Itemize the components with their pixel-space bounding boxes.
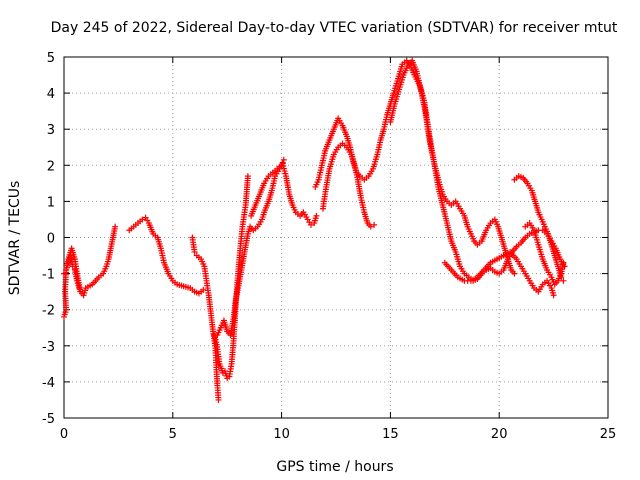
y-tick-label: 1	[47, 195, 55, 210]
y-tick-label: 5	[47, 51, 55, 66]
data-point	[191, 248, 198, 255]
y-tick-label: -4	[42, 376, 55, 391]
y-tick-label: -3	[42, 340, 55, 355]
y-tick-label: 2	[47, 159, 55, 174]
series-track-l	[522, 220, 567, 288]
y-tick-label: -2	[42, 304, 55, 319]
series-track-a	[61, 223, 119, 320]
data-marks	[61, 57, 568, 403]
ticks: 0 5 10 15 20 25 -5 -4 -3 -2 -1 0 1 2 3 4 5	[42, 51, 616, 442]
y-tick-label: 0	[47, 232, 55, 247]
series-track-g	[248, 156, 287, 219]
series-track-f	[214, 160, 320, 338]
series-track-d	[189, 234, 222, 403]
x-axis-title: GPS time / hours	[276, 459, 393, 475]
data-point	[200, 286, 207, 293]
y-axis-title: SDTVAR / TECUs	[7, 181, 23, 296]
x-tick-label: 25	[600, 427, 617, 442]
y-tick-label: 3	[47, 123, 55, 138]
series-track-c	[126, 214, 207, 297]
data-point	[367, 223, 374, 230]
data-point	[76, 285, 83, 292]
x-tick-label: 5	[169, 427, 177, 442]
series-track-k	[511, 173, 567, 284]
chart-title: Day 245 of 2022, Sidereal Day-to-day VTE…	[51, 20, 618, 36]
data-point	[244, 173, 251, 180]
data-point	[112, 223, 119, 230]
data-point	[560, 277, 567, 284]
data-point	[279, 159, 286, 166]
data-point	[550, 292, 557, 299]
y-tick-label: -5	[42, 412, 55, 427]
series-track-j	[387, 57, 568, 284]
series-track-e	[211, 173, 251, 382]
data-point	[307, 221, 314, 228]
data-point	[560, 259, 567, 266]
x-tick-label: 0	[60, 427, 68, 442]
data-point	[139, 216, 146, 223]
y-tick-label: -1	[42, 268, 55, 283]
series-track-b	[61, 252, 83, 292]
series-track-i	[319, 140, 378, 230]
data-point	[511, 270, 518, 277]
data-point	[215, 396, 222, 403]
data-point	[280, 156, 287, 163]
x-tick-label: 15	[382, 427, 399, 442]
x-tick-label: 20	[491, 427, 508, 442]
data-point	[313, 212, 320, 219]
data-point	[61, 270, 67, 277]
y-tick-label: 4	[47, 87, 55, 102]
data-point	[69, 263, 76, 270]
x-tick-label: 10	[273, 427, 290, 442]
series-track-h	[312, 57, 518, 277]
series-track-m	[441, 248, 557, 299]
data-point	[278, 162, 285, 169]
data-point	[371, 221, 378, 228]
